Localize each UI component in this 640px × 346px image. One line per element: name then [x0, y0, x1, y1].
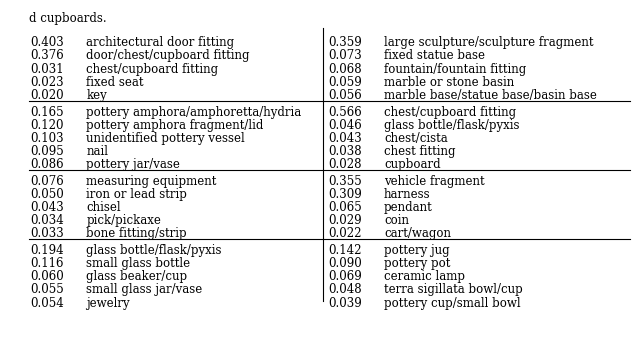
- Text: coin: coin: [384, 214, 409, 227]
- Text: 0.076: 0.076: [30, 175, 64, 188]
- Text: 0.059: 0.059: [328, 76, 362, 89]
- Text: architectural door fitting: architectural door fitting: [86, 36, 234, 49]
- Text: nail: nail: [86, 145, 108, 158]
- Text: 0.033: 0.033: [30, 227, 64, 240]
- Text: pendant: pendant: [384, 201, 433, 214]
- Text: 0.034: 0.034: [30, 214, 64, 227]
- Text: 0.023: 0.023: [30, 76, 64, 89]
- Text: fixed seat: fixed seat: [86, 76, 144, 89]
- Text: 0.142: 0.142: [328, 244, 362, 257]
- Text: 0.050: 0.050: [30, 188, 64, 201]
- Text: pick/pickaxe: pick/pickaxe: [86, 214, 161, 227]
- Text: 0.054: 0.054: [30, 297, 64, 310]
- Text: cupboard: cupboard: [384, 158, 440, 171]
- Text: 0.194: 0.194: [30, 244, 64, 257]
- Text: 0.120: 0.120: [31, 119, 64, 132]
- Text: 0.046: 0.046: [328, 119, 362, 132]
- Text: large sculpture/sculpture fragment: large sculpture/sculpture fragment: [384, 36, 593, 49]
- Text: 0.116: 0.116: [31, 257, 64, 270]
- Text: glass bottle/flask/pyxis: glass bottle/flask/pyxis: [384, 119, 520, 132]
- Text: 0.060: 0.060: [30, 270, 64, 283]
- Text: 0.043: 0.043: [328, 132, 362, 145]
- Text: chest/cupboard fitting: chest/cupboard fitting: [384, 106, 516, 119]
- Text: 0.403: 0.403: [30, 36, 64, 49]
- Text: marble base/statue base/basin base: marble base/statue base/basin base: [384, 89, 597, 102]
- Text: 0.068: 0.068: [328, 63, 362, 76]
- Text: 0.103: 0.103: [30, 132, 64, 145]
- Text: 0.073: 0.073: [328, 49, 362, 63]
- Text: 0.031: 0.031: [30, 63, 64, 76]
- Text: 0.043: 0.043: [30, 201, 64, 214]
- Text: iron or lead strip: iron or lead strip: [86, 188, 188, 201]
- Text: 0.048: 0.048: [328, 283, 362, 297]
- Text: chest/cista: chest/cista: [384, 132, 448, 145]
- Text: vehicle fragment: vehicle fragment: [384, 175, 484, 188]
- Text: 0.090: 0.090: [328, 257, 362, 270]
- Text: 0.029: 0.029: [328, 214, 362, 227]
- Text: fixed statue base: fixed statue base: [384, 49, 485, 63]
- Text: glass beaker/cup: glass beaker/cup: [86, 270, 188, 283]
- Text: chisel: chisel: [86, 201, 121, 214]
- Text: pottery cup/small bowl: pottery cup/small bowl: [384, 297, 520, 310]
- Text: measuring equipment: measuring equipment: [86, 175, 217, 188]
- Text: door/chest/cupboard fitting: door/chest/cupboard fitting: [86, 49, 250, 63]
- Text: 0.069: 0.069: [328, 270, 362, 283]
- Text: 0.359: 0.359: [328, 36, 362, 49]
- Text: small glass bottle: small glass bottle: [86, 257, 191, 270]
- Text: small glass jar/vase: small glass jar/vase: [86, 283, 203, 297]
- Text: pottery amphora fragment/lid: pottery amphora fragment/lid: [86, 119, 264, 132]
- Text: 0.038: 0.038: [328, 145, 362, 158]
- Text: 0.065: 0.065: [328, 201, 362, 214]
- Text: key: key: [86, 89, 107, 102]
- Text: marble or stone basin: marble or stone basin: [384, 76, 515, 89]
- Text: pottery jar/vase: pottery jar/vase: [86, 158, 180, 171]
- Text: 0.309: 0.309: [328, 188, 362, 201]
- Text: pottery pot: pottery pot: [384, 257, 451, 270]
- Text: 0.028: 0.028: [328, 158, 362, 171]
- Text: cart/wagon: cart/wagon: [384, 227, 451, 240]
- Text: 0.022: 0.022: [328, 227, 362, 240]
- Text: fountain/fountain fitting: fountain/fountain fitting: [384, 63, 526, 76]
- Text: terra sigillata bowl/cup: terra sigillata bowl/cup: [384, 283, 523, 297]
- Text: bone fitting/strip: bone fitting/strip: [86, 227, 187, 240]
- Text: 0.165: 0.165: [30, 106, 64, 119]
- Text: unidentified pottery vessel: unidentified pottery vessel: [86, 132, 245, 145]
- Text: 0.355: 0.355: [328, 175, 362, 188]
- Text: 0.055: 0.055: [30, 283, 64, 297]
- Text: jewelry: jewelry: [86, 297, 130, 310]
- Text: glass bottle/flask/pyxis: glass bottle/flask/pyxis: [86, 244, 222, 257]
- Text: d cupboards.: d cupboards.: [29, 12, 106, 25]
- Text: 0.039: 0.039: [328, 297, 362, 310]
- Text: 0.056: 0.056: [328, 89, 362, 102]
- Text: 0.376: 0.376: [30, 49, 64, 63]
- Text: chest fitting: chest fitting: [384, 145, 456, 158]
- Text: 0.095: 0.095: [30, 145, 64, 158]
- Text: chest/cupboard fitting: chest/cupboard fitting: [86, 63, 218, 76]
- Text: ceramic lamp: ceramic lamp: [384, 270, 465, 283]
- Text: pottery jug: pottery jug: [384, 244, 450, 257]
- Text: harness: harness: [384, 188, 431, 201]
- Text: 0.086: 0.086: [30, 158, 64, 171]
- Text: 0.566: 0.566: [328, 106, 362, 119]
- Text: 0.020: 0.020: [30, 89, 64, 102]
- Text: pottery amphora/amphoretta/hydria: pottery amphora/amphoretta/hydria: [86, 106, 301, 119]
